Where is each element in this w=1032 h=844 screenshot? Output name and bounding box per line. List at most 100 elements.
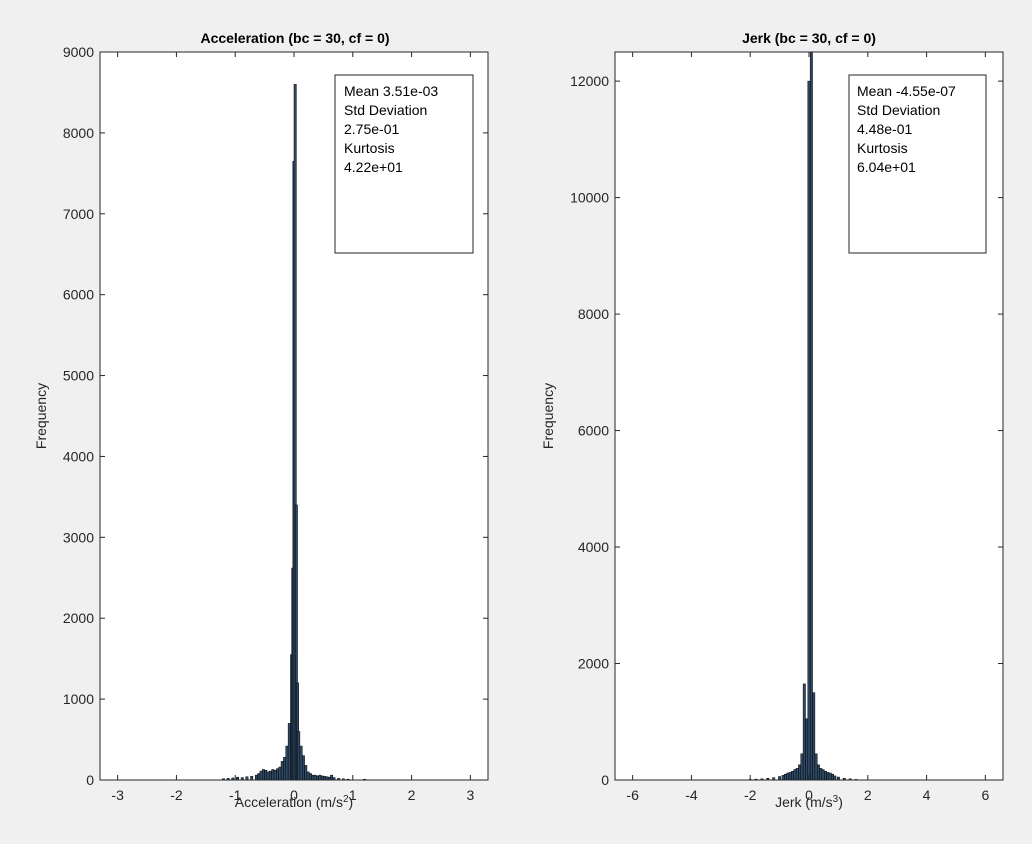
y-tick-label-5: 5000 xyxy=(63,368,94,384)
acceleration-histogram-panel: Acceleration (bc = 30, cf = 0) 0 1000 2000… xyxy=(33,30,489,810)
x-tick-label-0: -3 xyxy=(111,787,124,803)
histogram-bar-15 xyxy=(802,683,806,781)
stats-kurtosis-value: 4.22e+01 xyxy=(344,159,403,175)
histogram-bar-18 xyxy=(280,761,284,781)
histogram-bar-20 xyxy=(814,753,818,781)
histogram-bar-11 xyxy=(264,770,268,781)
histogram-bar-9 xyxy=(788,772,792,781)
histogram-bar-8 xyxy=(257,773,261,781)
stats-box: Mean -4.55e-07 Std Deviation 4.48e-01 Ku… xyxy=(848,74,987,254)
y-tick-label-0: 0 xyxy=(86,772,94,788)
x-tick-label-0: -6 xyxy=(626,787,639,803)
histogram-bar-42 xyxy=(330,774,334,781)
stats-kurtosis-label: Kurtosis xyxy=(344,140,395,156)
histogram-bar-21 xyxy=(287,723,291,781)
y-tick-label-4: 8000 xyxy=(578,306,609,322)
x-ticks: -3 -2 -1 0 1 2 3 xyxy=(111,52,474,803)
stats-std-label: Std Deviation xyxy=(857,102,940,118)
x-ticks: -6 -4 -2 0 2 4 6 xyxy=(626,52,989,803)
stats-box-frame xyxy=(848,74,987,254)
histogram-bar-12 xyxy=(266,771,270,781)
chart-title: Acceleration (bc = 30, cf = 0) xyxy=(200,30,389,46)
histogram-bar-36 xyxy=(316,775,319,781)
histogram-bar-25 xyxy=(826,772,830,781)
histogram-bar-24 xyxy=(824,771,827,781)
stats-kurtosis-value: 6.04e+01 xyxy=(857,159,916,175)
histogram-bar-26 xyxy=(828,772,832,781)
histogram-bar-20 xyxy=(285,745,289,781)
histogram-bar-27 xyxy=(831,773,834,781)
histogram-bar-17 xyxy=(807,80,811,781)
y-tick-label-0: 0 xyxy=(601,772,609,788)
histogram-bar-19 xyxy=(812,692,816,781)
x-tick-label-2: -2 xyxy=(744,787,757,803)
histogram-bar-7 xyxy=(784,773,787,781)
x-tick-label-3: 0 xyxy=(290,787,298,803)
y-tick-label-1: 2000 xyxy=(578,656,609,672)
y-tick-label-8: 8000 xyxy=(63,125,94,141)
y-axis-label: Frequency xyxy=(540,383,556,449)
histogram-bar-6 xyxy=(250,776,254,781)
stats-mean: Mean 3.51e-03 xyxy=(344,83,438,99)
y-tick-label-2: 2000 xyxy=(63,610,94,626)
x-tick-label-4: 2 xyxy=(864,787,872,803)
histogram-bar-14 xyxy=(800,753,804,781)
histogram-bar-7 xyxy=(254,774,258,781)
histogram-bar-10 xyxy=(791,771,794,781)
stats-std-label: Std Deviation xyxy=(344,102,427,118)
x-tick-label-5: 2 xyxy=(408,787,416,803)
histogram-bar-35 xyxy=(313,774,317,781)
histogram-bar-12 xyxy=(795,768,799,781)
histogram-bar-39 xyxy=(323,776,326,781)
stats-box: Mean 3.51e-03 Std Deviation 2.75e-01 Kur… xyxy=(334,74,474,254)
histogram-bar-38 xyxy=(320,775,324,781)
stats-std-value: 2.75e-01 xyxy=(344,121,399,137)
histogram-bar-37 xyxy=(318,774,322,781)
x-tick-label-4: 1 xyxy=(349,787,357,803)
histogram-bar-15 xyxy=(273,770,277,781)
bars-group xyxy=(222,84,366,781)
y-tick-label-6: 12000 xyxy=(570,73,609,89)
histogram-bar-28 xyxy=(833,775,837,781)
histogram-bar-13 xyxy=(269,770,272,781)
y-axis-label: Frequency xyxy=(33,383,49,449)
x-tick-label-3: 0 xyxy=(805,787,813,803)
y-tick-label-2: 4000 xyxy=(578,539,609,555)
histogram-bar-17 xyxy=(278,766,282,781)
x-tick-label-1: -2 xyxy=(170,787,183,803)
histogram-bar-21 xyxy=(816,764,820,781)
axes-frame xyxy=(614,51,1004,781)
histogram-bar-16 xyxy=(805,718,809,781)
histogram-bar-16 xyxy=(276,768,279,781)
histogram-bar-28 xyxy=(297,731,301,781)
stats-box-frame xyxy=(334,74,474,254)
y-tick-label-3: 6000 xyxy=(578,423,609,439)
histogram-bar-31 xyxy=(304,765,308,781)
x-tick-label-6: 3 xyxy=(466,787,474,803)
histogram-bar-11 xyxy=(793,769,797,781)
y-tick-label-1: 1000 xyxy=(63,691,94,707)
histogram-bar-18 xyxy=(809,51,813,781)
histogram-bar-19 xyxy=(283,757,287,781)
histogram-bar-30 xyxy=(301,755,305,781)
histogram-bar-8 xyxy=(786,772,790,781)
histogram-bar-10 xyxy=(262,769,265,781)
histogram-bar-6 xyxy=(781,775,785,781)
histogram-bar-33 xyxy=(309,773,312,781)
stats-std-value: 4.48e-01 xyxy=(857,121,912,137)
histogram-bar-14 xyxy=(271,769,275,781)
jerk-histogram-panel: Jerk (bc = 30, cf = 0) 0 2000 4000 6000 8000… xyxy=(540,30,1004,810)
histogram-bar-32 xyxy=(306,771,310,781)
histogram-bar-22 xyxy=(819,768,823,781)
stats-kurtosis-label: Kurtosis xyxy=(857,140,908,156)
x-tick-label-5: 4 xyxy=(923,787,931,803)
y-tick-label-4: 4000 xyxy=(63,448,94,464)
axes-frame xyxy=(99,51,489,781)
histogram-bar-5 xyxy=(778,776,782,781)
y-tick-label-3: 3000 xyxy=(63,529,94,545)
x-tick-label-6: 6 xyxy=(981,787,989,803)
chart-title: Jerk (bc = 30, cf = 0) xyxy=(742,30,876,46)
y-tick-label-5: 10000 xyxy=(570,190,609,206)
y-ticks: 0 2000 4000 6000 8000 10000 12000 xyxy=(570,73,1003,788)
x-tick-label-1: -4 xyxy=(685,787,698,803)
